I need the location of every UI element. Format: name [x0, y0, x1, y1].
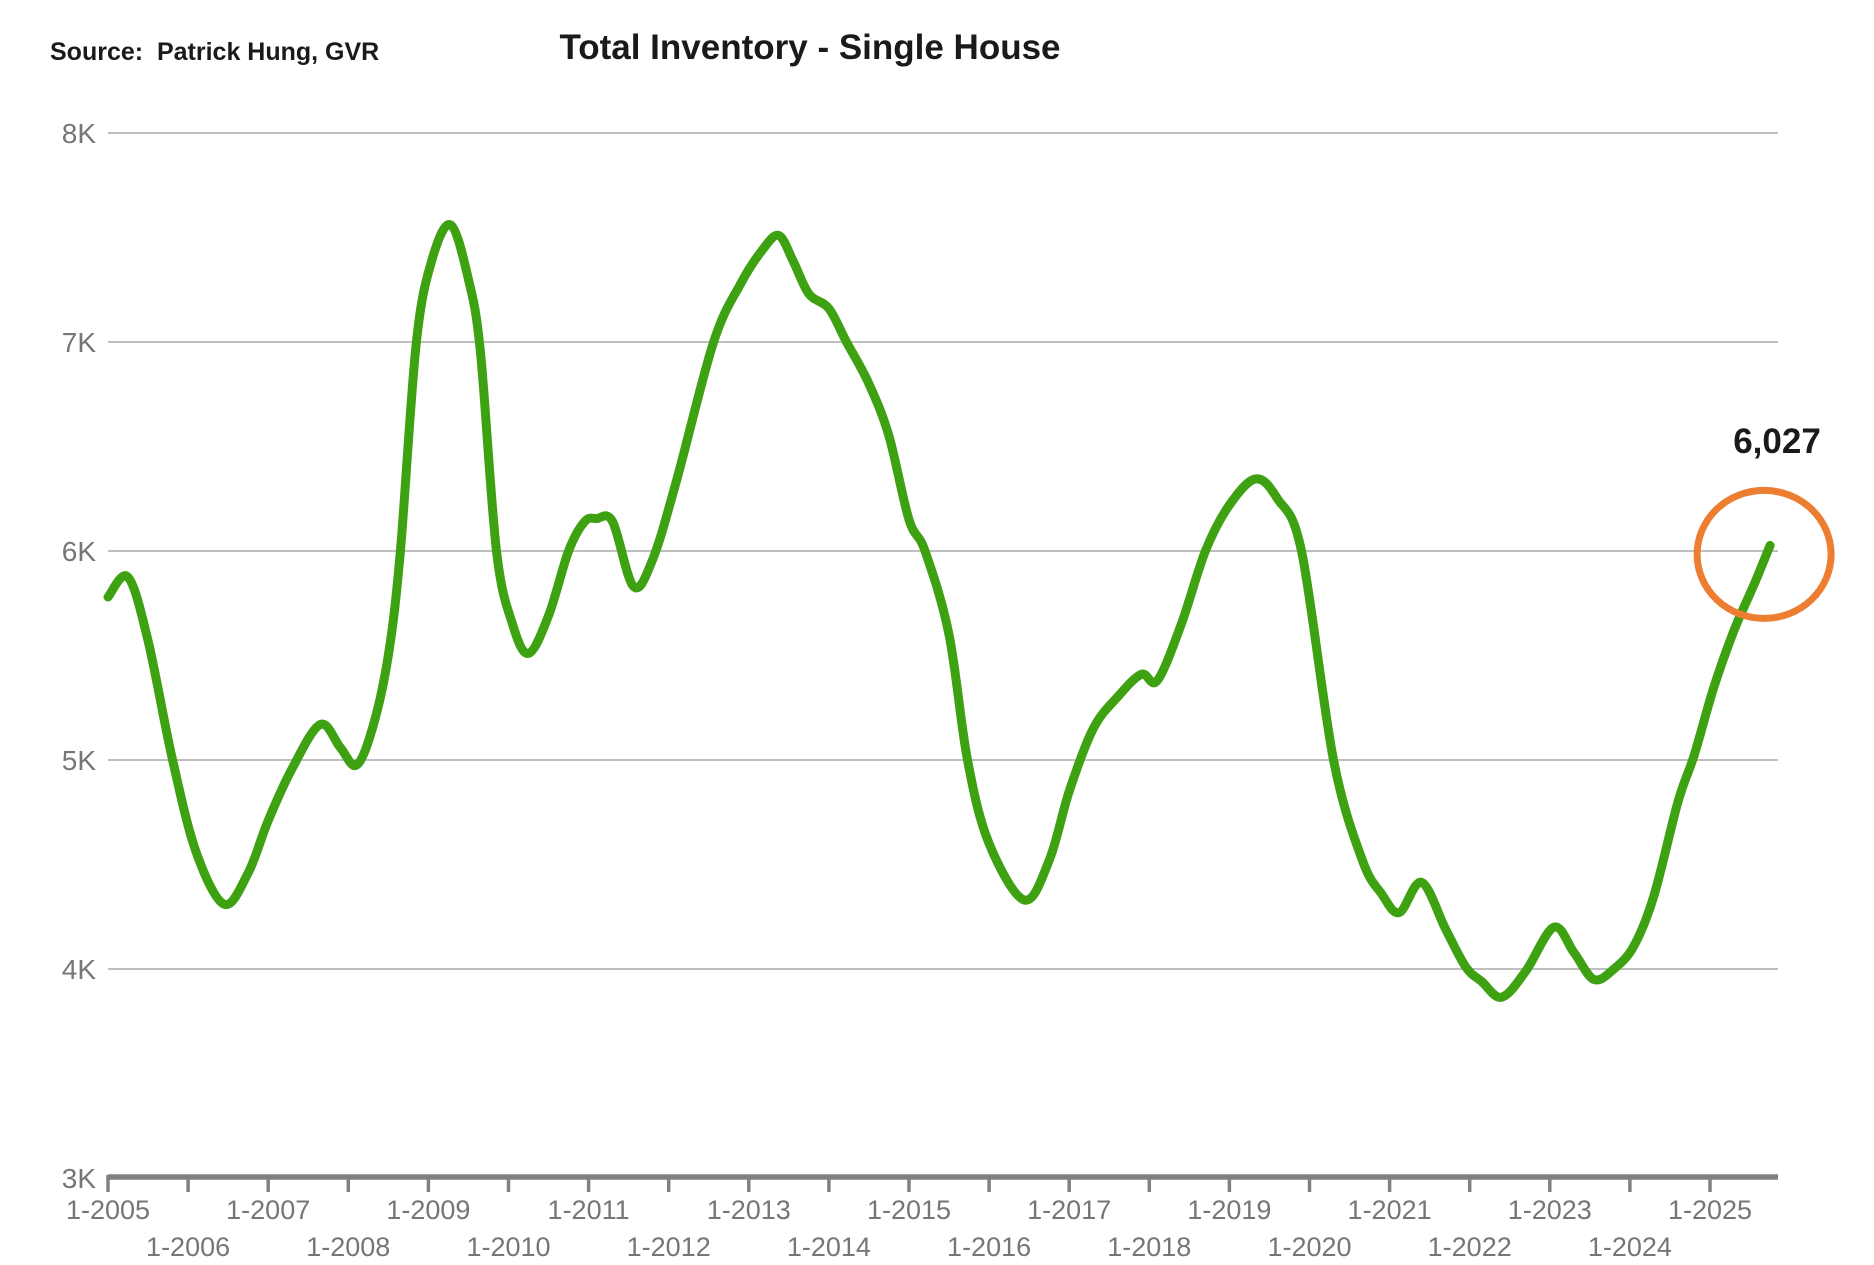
highlight-circle-icon	[1693, 486, 1835, 622]
x-axis-labels: 1-2005 1-2006 1-2007 1-2008 1-2009 1-2010 1-20…	[66, 1195, 1752, 1262]
last-value-label: 6,027	[1733, 422, 1821, 461]
y-tick-label-4K: 4K	[62, 954, 97, 985]
x-tick-label-1-2010: 1-2010	[466, 1232, 550, 1262]
x-tick-label-1-2013: 1-2013	[707, 1195, 791, 1225]
x-tick-label-1-2014: 1-2014	[787, 1232, 871, 1262]
y-tick-label-6K: 6K	[62, 536, 97, 567]
x-tick-label-1-2008: 1-2008	[306, 1232, 390, 1262]
x-tick-label-1-2007: 1-2007	[226, 1195, 310, 1225]
inventory-line	[103, 220, 1775, 1002]
x-tick-label-1-2019: 1-2019	[1187, 1195, 1271, 1225]
x-tick-label-1-2011: 1-2011	[548, 1195, 630, 1225]
x-tick-label-1-2006: 1-2006	[146, 1232, 230, 1262]
x-axis	[106, 1174, 1778, 1192]
x-tick-label-1-2020: 1-2020	[1267, 1232, 1351, 1262]
x-tick-label-1-2023: 1-2023	[1508, 1195, 1592, 1225]
x-tick-label-1-2015: 1-2015	[867, 1195, 951, 1225]
source-label: Source: Patrick Hung, GVR	[50, 38, 380, 66]
x-tick-label-1-2017: 1-2017	[1027, 1195, 1111, 1225]
x-tick-label-1-2012: 1-2012	[627, 1232, 711, 1262]
x-tick-label-1-2022: 1-2022	[1428, 1232, 1512, 1262]
x-tick-label-1-2005: 1-2005	[66, 1195, 150, 1225]
x-tick-label-1-2009: 1-2009	[386, 1195, 470, 1225]
page-title: Total Inventory - Single House	[559, 28, 1061, 67]
x-tick-label-1-2025: 1-2025	[1668, 1195, 1752, 1225]
y-tick-label-5K: 5K	[62, 745, 97, 776]
x-tick-label-1-2024: 1-2024	[1588, 1232, 1672, 1262]
y-axis-labels: 3K 4K 5K 6K 7K 8K	[62, 118, 97, 1194]
x-tick-label-1-2016: 1-2016	[947, 1232, 1031, 1262]
gridlines	[108, 132, 1778, 970]
y-tick-label-3K: 3K	[62, 1163, 97, 1194]
x-tick-label-1-2021: 1-2021	[1348, 1195, 1432, 1225]
y-tick-label-7K: 7K	[62, 327, 97, 358]
y-tick-label-8K: 8K	[62, 118, 97, 149]
x-tick-label-1-2018: 1-2018	[1107, 1232, 1191, 1262]
